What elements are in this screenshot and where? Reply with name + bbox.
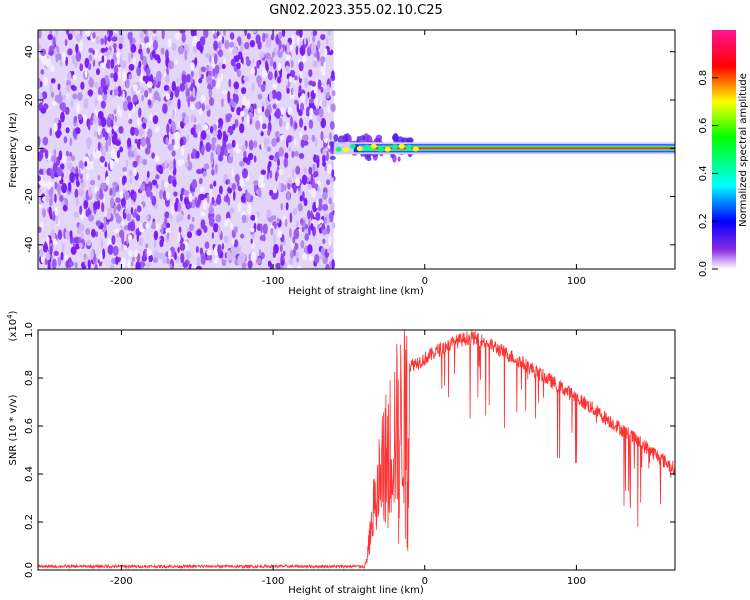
y-tick-label: -40 xyxy=(24,237,35,253)
band-blob xyxy=(405,144,412,150)
colorbar-tick-label: 0.8 xyxy=(698,70,709,86)
colorbar-tick-label: 0.2 xyxy=(698,213,709,229)
snr-y-axis-label: SNR (10 * v/v) xyxy=(8,394,19,465)
band-blob xyxy=(335,146,342,152)
snr-frame xyxy=(37,329,676,571)
y-tick-label: 0.6 xyxy=(24,418,35,434)
band-blob xyxy=(391,144,398,150)
snr-y-ticks: 0.0 0.2 0.4 0.6 0.8 1.0 xyxy=(24,322,675,578)
y-tick-label: 1.0 xyxy=(24,322,35,338)
x-tick-label: 0 xyxy=(422,576,428,587)
band-blob xyxy=(363,144,370,150)
band-blob xyxy=(370,143,377,149)
y-tick-label: 20 xyxy=(24,94,35,107)
colorbar-label: Normalized spectral amplitude xyxy=(738,73,749,227)
y-tick-label: 0.2 xyxy=(24,514,35,530)
colorbar-tick-label: 0.4 xyxy=(698,165,709,181)
colorbar-tick-label: 0.0 xyxy=(698,261,709,277)
noise-speckle xyxy=(38,30,336,269)
x-tick-label: 0 xyxy=(422,276,428,287)
snr-chart: -200 -100 0 100 0.0 0.2 0.4 0.6 0.8 1.0 Height o… xyxy=(6,310,676,596)
band-blob xyxy=(412,146,419,152)
y-tick-label: 40 xyxy=(24,45,35,58)
y-tick-label: 0.4 xyxy=(24,466,35,482)
colorbar-gradient xyxy=(712,30,736,269)
band-blob xyxy=(342,146,349,152)
colorbar-ticks: 0.0 0.2 0.4 0.6 0.8 xyxy=(698,70,718,277)
spectrogram-y-ticks: -40 -20 0 20 40 xyxy=(24,45,675,253)
spectrogram-plot-area xyxy=(38,30,675,269)
snr-x-ticks: -200 -100 0 100 xyxy=(110,330,586,587)
spectrogram-x-axis-label: Height of straight line (km) xyxy=(288,286,424,297)
x-tick-label: 100 xyxy=(567,576,586,587)
x-tick-label: -200 xyxy=(110,576,133,587)
colorbar-tick-label: 0.6 xyxy=(698,118,709,134)
band-core xyxy=(373,147,675,150)
band-blob xyxy=(356,146,363,152)
snr-plot-area xyxy=(38,330,675,570)
chart-title: GN02.2023.355.02.10.C25 xyxy=(269,3,443,18)
y-tick-label: 0 xyxy=(24,145,35,151)
colorbar: 0.0 0.2 0.4 0.6 0.8 Normalized spectral ampl… xyxy=(698,30,749,277)
snr-x-axis-label: Height of straight line (km) xyxy=(288,585,424,596)
snr-y-scale-label: (x104) xyxy=(6,310,19,341)
y-tick-label: 0.0 xyxy=(24,562,35,578)
band-blob xyxy=(398,143,405,149)
x-tick-label: -200 xyxy=(110,276,133,287)
band-blob xyxy=(384,146,391,152)
signal-band xyxy=(333,142,675,155)
y-tick-label: 0.8 xyxy=(24,370,35,386)
snr-series-line xyxy=(38,330,675,570)
band-blob xyxy=(377,146,384,152)
spectrogram-x-ticks: -200 -100 0 100 xyxy=(110,30,586,287)
x-tick-label: -100 xyxy=(262,276,285,287)
spectrogram-y-axis-label: Frequency (Hz) xyxy=(8,112,19,188)
x-tick-label: 100 xyxy=(567,276,586,287)
y-tick-label: -20 xyxy=(24,188,35,204)
spectrogram-frame xyxy=(37,29,676,270)
x-tick-label: -100 xyxy=(262,576,285,587)
band-blob xyxy=(349,143,356,149)
